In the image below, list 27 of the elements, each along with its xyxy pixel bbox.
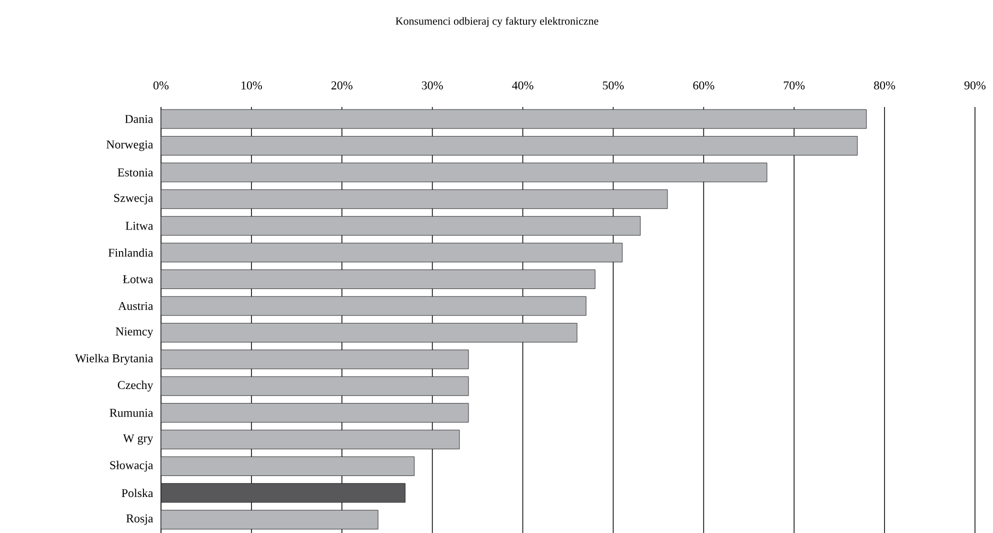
x-tick-label: 20% — [331, 81, 352, 90]
y-tick-label: Łotwa — [122, 275, 154, 284]
y-tick-label: Litwa — [126, 222, 154, 230]
y-tick-label: Rumunia — [110, 408, 154, 417]
y-tick-label: Czechy — [118, 380, 154, 392]
x-tick-label: 60% — [693, 81, 714, 90]
x-tick-label: 70% — [784, 81, 805, 90]
chart-title: Konsumenci odbieraj cy faktury elektroniczne — [396, 16, 598, 27]
y-tick-label: Estonia — [118, 168, 154, 176]
y-tick-label: Rosja — [126, 514, 154, 525]
x-tick-label: 40% — [512, 81, 534, 90]
y-tick-label: Niemcy — [116, 327, 154, 338]
x-tick-label: 80% — [874, 81, 896, 90]
x-tick-label: 10% — [242, 81, 262, 90]
x-tick-label: 50% — [602, 81, 624, 90]
y-tick-label: Finlandia — [108, 248, 154, 257]
y-tick-label: Norwegia — [106, 140, 154, 151]
y-tick-label: W gry — [123, 434, 154, 445]
y-tick-label: Słowacja — [110, 460, 154, 472]
y-tick-label: Szwecja — [114, 194, 154, 204]
x-tick-label: 90% — [964, 81, 986, 90]
x-tick-label: 0% — [153, 81, 169, 90]
x-tick-label: 30% — [422, 81, 443, 90]
y-tick-label: Polska — [122, 488, 154, 497]
y-tick-label: Austria — [118, 302, 154, 310]
y-tick-label: Dania — [125, 114, 154, 123]
y-tick-label: Wielka Brytania — [75, 354, 154, 365]
